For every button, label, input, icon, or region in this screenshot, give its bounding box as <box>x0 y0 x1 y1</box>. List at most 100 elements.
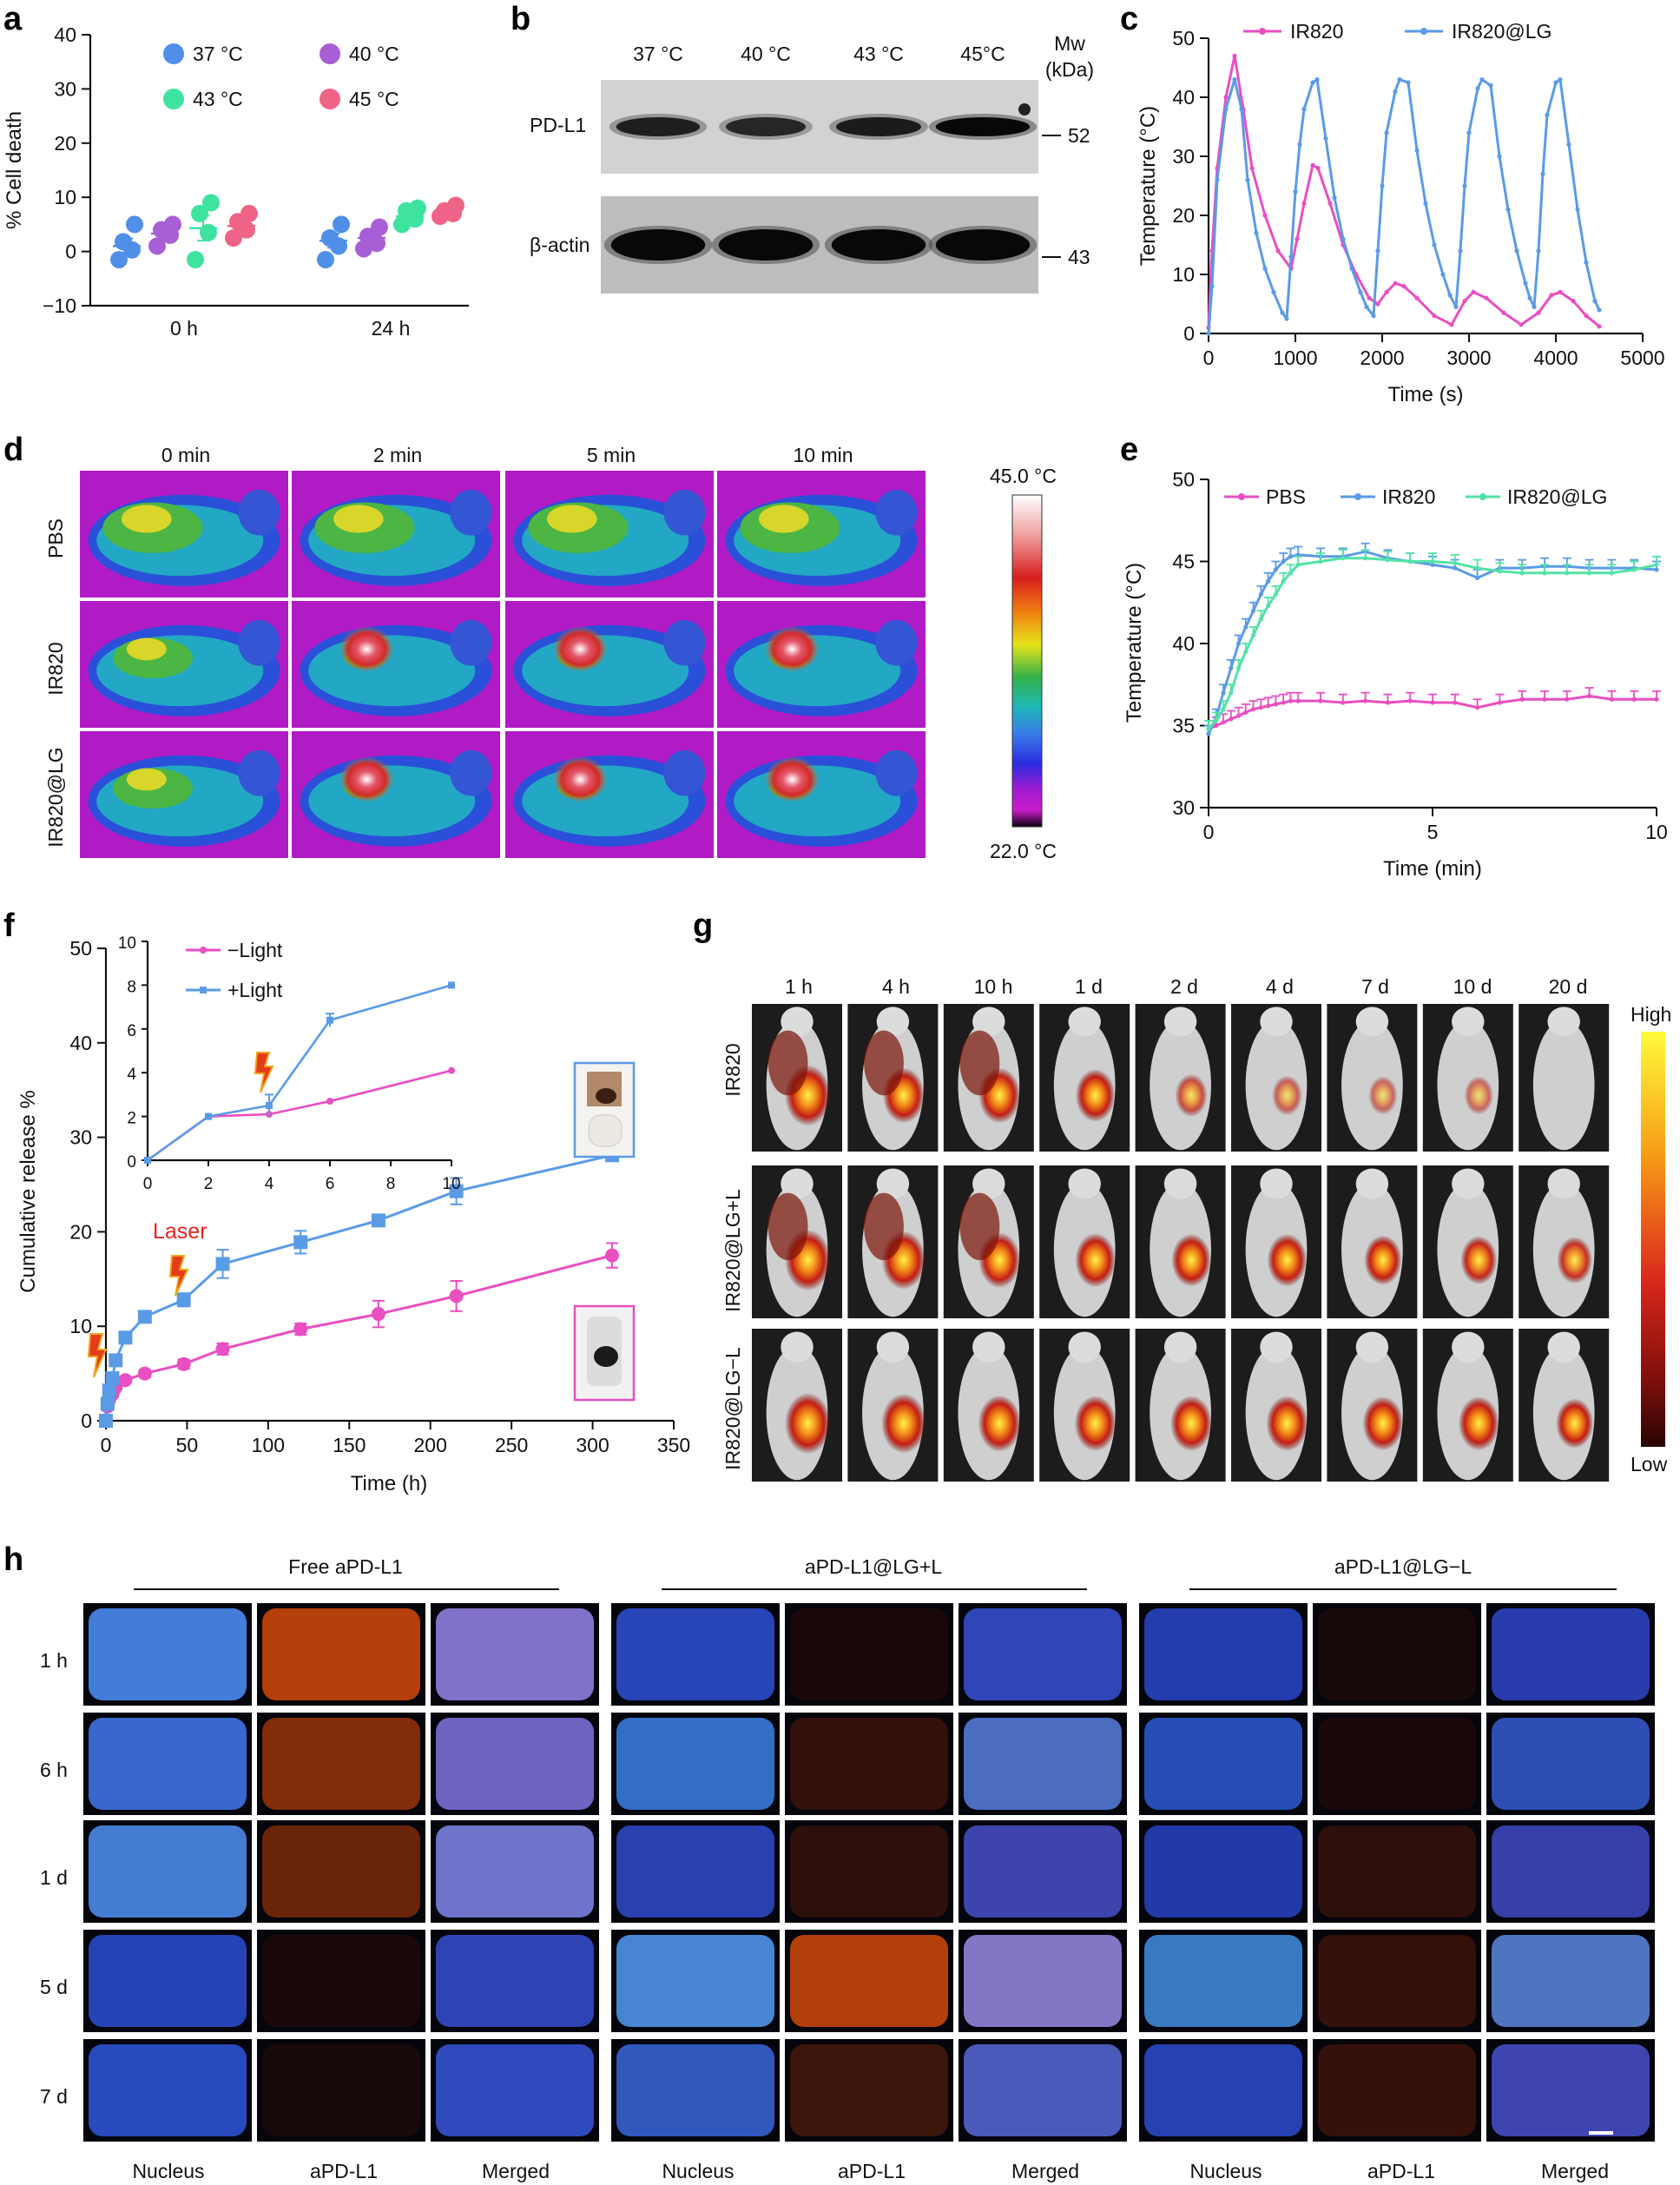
c-legend-marker-ir820lg <box>1420 28 1427 35</box>
e-point <box>1206 726 1211 731</box>
b-column-3: 45°C <box>960 43 1005 65</box>
e-point <box>1318 558 1323 564</box>
immunofluorescence-panel: Free aPD-L1 aPD-L1@LG+L aPD-L1@LG−L 1 h … <box>40 1555 1655 2182</box>
c-point <box>1232 77 1237 83</box>
e-point <box>1281 558 1286 564</box>
c-point <box>1462 183 1467 188</box>
b-column-2: 43 °C <box>853 43 904 65</box>
a-point <box>148 237 166 255</box>
h-merged-overlay <box>964 2044 1122 2136</box>
h-nucleus-stain <box>89 1935 247 2027</box>
g-mouse-head <box>1163 1168 1197 1199</box>
b-band <box>718 229 814 261</box>
h-micrograph <box>1313 1713 1481 1815</box>
h-merged-stain <box>1492 1608 1650 1700</box>
e-legend-label-ir820lg: IR820@LG <box>1507 485 1607 508</box>
e-point <box>1341 700 1346 705</box>
d-row-ir820lg: IR820@LG <box>44 747 67 847</box>
f-inset-series <box>144 981 455 1164</box>
a-point <box>164 215 181 234</box>
h-nucleus-stain <box>616 1935 774 2027</box>
c-point <box>1401 284 1407 289</box>
fi-xtick-label: 4 <box>265 1175 274 1193</box>
c-point <box>1484 295 1489 300</box>
e-ytick-label: 40 <box>1172 632 1195 655</box>
fi-ytick-label: 4 <box>127 1066 136 1084</box>
e-point <box>1609 571 1614 576</box>
c-point <box>1501 310 1506 315</box>
c-point <box>1332 195 1337 201</box>
e-point <box>1221 707 1226 712</box>
d-scale-max: 45.0 °C <box>990 465 1057 487</box>
h-merged-overlay <box>964 1608 1122 1700</box>
c-xtick-label: 1000 <box>1273 347 1317 369</box>
g-column-2: 10 h <box>974 975 1013 998</box>
h-merged-stain <box>436 2044 594 2136</box>
laser-bolt-icon <box>254 1052 274 1093</box>
e-point <box>1341 556 1346 561</box>
h-merged-overlay <box>964 1935 1122 2027</box>
h-merged-overlay <box>436 2044 594 2136</box>
h-nucleus-stain <box>1144 2044 1302 2136</box>
c-xtick-label: 3000 <box>1446 347 1491 369</box>
b-band <box>726 117 806 136</box>
e-point <box>1475 575 1480 581</box>
g-column-1: 4 h <box>882 975 910 998</box>
e-point <box>1407 698 1413 703</box>
thermal-imaging-panel: 0 min 2 min 5 min 10 min PBS IR820 IR820… <box>44 444 1057 862</box>
h-merged-stain <box>964 1608 1122 1700</box>
g-signal <box>1368 1076 1398 1115</box>
h-col-apdl1-2: aPD-L1 <box>1367 2160 1435 2182</box>
h-merged-stain <box>1492 1935 1650 2027</box>
g-signal <box>1364 1235 1402 1285</box>
a-ytick-label: 40 <box>54 23 76 46</box>
e-point <box>1430 562 1435 567</box>
g-mouse-head <box>1452 1007 1485 1037</box>
a-legend-label-45: 45 °C <box>349 88 399 110</box>
a-data-points <box>110 194 464 268</box>
g-column-4: 2 d <box>1170 975 1198 998</box>
g-signal <box>1556 1398 1594 1449</box>
a-x-category-0: 0 h <box>170 317 198 340</box>
c-ytick-label: 40 <box>1172 86 1195 109</box>
g-scale-low: Low <box>1631 1453 1668 1475</box>
e-point <box>1214 723 1219 729</box>
fluorescence-imaging-panel: 1 h 4 h 10 h 1 d 2 d 4 d 7 d 10 d 20 d I… <box>721 975 1671 1482</box>
laser-bolt-icon <box>168 1255 189 1297</box>
c-point <box>1275 248 1281 254</box>
in-vivo-temperature-chart: 30 35 40 45 50 0 5 10 Temperature (°C) Time (mi… <box>1123 468 1668 881</box>
d-head <box>450 749 492 796</box>
e-point <box>1497 700 1502 705</box>
d-head <box>875 749 918 796</box>
h-col-merged-1: Merged <box>1011 2160 1079 2182</box>
a-ytick-label: 20 <box>54 132 76 155</box>
c-point <box>1540 171 1545 176</box>
h-nucleus-stain <box>1144 1935 1302 2027</box>
c-point <box>1406 80 1411 85</box>
e-point <box>1453 560 1458 565</box>
h-col-merged-0: Merged <box>482 2160 550 2182</box>
e-point <box>1288 554 1294 559</box>
g-color-scale <box>1641 1032 1665 1447</box>
h-nucleus-stain <box>89 1825 247 1918</box>
h-merged-stain <box>436 1825 594 1918</box>
e-point <box>1587 571 1592 576</box>
c-point <box>1314 77 1320 83</box>
c-point <box>1505 207 1511 212</box>
f-ytick-label: 50 <box>69 937 92 960</box>
c-point <box>1262 213 1268 218</box>
e-legend-label-ir820: IR820 <box>1382 485 1435 508</box>
c-point <box>1571 299 1576 304</box>
g-row-ir820lg-plus: IR820@LG+L <box>721 1189 744 1312</box>
f-line-+Light <box>104 1153 613 1422</box>
h-micrograph <box>257 1930 425 2032</box>
a-legend-swatch-45 <box>320 89 340 109</box>
f-inset: 0 2 4 6 8 10 0 2 4 6 8 10 −Light +Light <box>118 934 461 1193</box>
d-head <box>663 749 706 796</box>
c-xtick-label: 2000 <box>1360 347 1404 369</box>
h-nucleus-stain <box>1144 1608 1302 1700</box>
c-point <box>1254 230 1259 235</box>
c-ytick-label: 20 <box>1172 204 1195 227</box>
g-signal <box>1464 1076 1494 1115</box>
g-signal <box>1362 1396 1404 1451</box>
